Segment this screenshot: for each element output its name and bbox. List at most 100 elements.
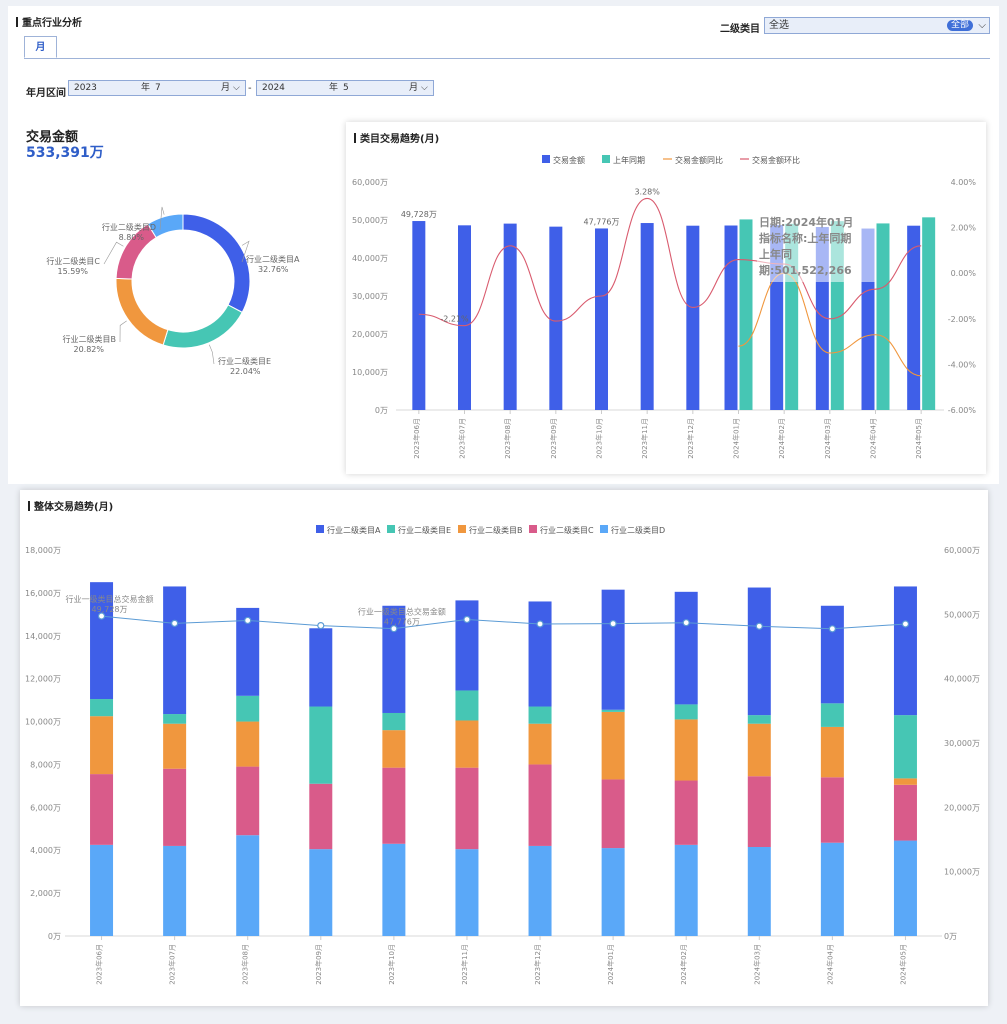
y-tick-left: 40,000万 <box>352 254 388 263</box>
donut-value-label: 32.76% <box>258 265 289 274</box>
stacked-bar-segment <box>820 842 844 936</box>
y-tick-right: 0万 <box>944 932 957 941</box>
stacked-bar-segment <box>674 844 698 936</box>
x-tick-label: 2023年12月 <box>533 944 542 985</box>
bar-prev-year <box>739 219 753 410</box>
overall-chart-title: 整体交易趋势(月) <box>28 498 113 513</box>
y-tick-left: 30,000万 <box>352 292 388 301</box>
bar-amount <box>640 223 654 410</box>
stacked-bar-segment <box>90 844 114 936</box>
stacked-bar-segment <box>382 712 406 731</box>
y-tick-left: 20,000万 <box>352 330 388 339</box>
donut-value-label: 22.04% <box>230 367 261 376</box>
y-tick-right: 2.00% <box>951 224 977 233</box>
y-tick-right: 20,000万 <box>944 803 980 812</box>
stacked-bar-segment <box>747 776 771 848</box>
stacked-bar-segment <box>893 778 917 785</box>
x-tick-label: 2024年05月 <box>898 944 907 985</box>
x-tick-label: 2024年02月 <box>777 418 786 459</box>
legend-label: 行业二级类目A <box>327 525 381 535</box>
trend-chart-title: 类目交易趋势(月) <box>354 130 439 145</box>
stacked-bar-segment <box>820 703 844 727</box>
end-month-unit: 月 <box>409 83 419 93</box>
donut-leader-line <box>119 320 127 343</box>
chart-tooltip: 日期:2024年01月 指标名称:上年同期 上年同期:501,522,266 <box>757 212 875 282</box>
stacked-bar-segment <box>236 721 260 767</box>
y-tick-left: 0万 <box>375 406 388 415</box>
y-tick-right: 4.00% <box>951 178 977 187</box>
stacked-bar-segment <box>236 607 260 696</box>
x-tick-label: 2023年11月 <box>640 418 649 459</box>
y-tick-left: 14,000万 <box>25 632 61 641</box>
donut-label: 行业二级类目C <box>46 256 100 266</box>
bar-prev-year <box>876 223 890 410</box>
stacked-bar-segment <box>747 715 771 724</box>
stacked-bar-segment <box>382 605 406 713</box>
bar-amount <box>724 225 738 410</box>
stacked-bar-segment <box>674 719 698 781</box>
start-date-select[interactable]: 2023 年 7 月 ⌵ <box>68 80 246 96</box>
stacked-bar-segment <box>90 716 114 775</box>
stacked-bar-segment <box>601 709 625 712</box>
stacked-bar-segment <box>747 723 771 777</box>
y-tick-right: 60,000万 <box>944 546 980 555</box>
legend-label: 行业二级类目E <box>398 525 451 535</box>
stacked-bar-segment <box>455 690 479 721</box>
x-tick-label: 2024年04月 <box>869 418 878 459</box>
data-label: 行业一级类目总交易金额 <box>358 607 446 617</box>
stacked-bar-segment <box>236 766 260 836</box>
stacked-bar-segment <box>528 706 552 724</box>
legend-label: 交易金额同比 <box>675 155 723 165</box>
donut-value-label: 8.80% <box>119 233 145 242</box>
stacked-bar-segment <box>309 628 333 707</box>
legend-swatch <box>458 525 466 533</box>
y-tick-right: 0.00% <box>951 269 977 278</box>
tooltip-metric: 指标名称:上年同期 <box>759 232 852 245</box>
stacked-bar-segment <box>747 847 771 936</box>
y-tick-left: 4,000万 <box>30 846 61 855</box>
line-point <box>682 619 690 627</box>
donut-slice <box>162 304 243 349</box>
category-select[interactable]: 全选 全部 ⌵ <box>764 17 990 34</box>
tooltip-value: 上年同期:501,522,266 <box>759 248 852 277</box>
x-tick-label: 2023年08月 <box>241 944 250 985</box>
x-tick-label: 2024年01月 <box>732 418 741 459</box>
stacked-bar-segment <box>820 777 844 843</box>
tab-month[interactable]: 月 <box>24 36 57 58</box>
stacked-bar-segment <box>163 768 187 846</box>
data-label: 47,776万 <box>584 217 620 226</box>
tooltip-date: 日期:2024年01月 <box>759 216 854 229</box>
x-tick-label: 2023年09月 <box>549 418 558 459</box>
x-tick-label: 2024年05月 <box>914 418 923 459</box>
legend-swatch <box>542 155 550 163</box>
stacked-bar-segment <box>236 835 260 936</box>
y-tick-right: -4.00% <box>948 360 977 369</box>
donut-slice <box>182 213 251 314</box>
data-label: 49,728万 <box>401 210 437 219</box>
donut-leader-line <box>103 241 124 265</box>
stacked-bar-segment <box>163 586 187 715</box>
bar-amount <box>907 225 921 410</box>
y-tick-left: 18,000万 <box>25 546 61 555</box>
overall-trend-panel: 整体交易趋势(月) 行业二级类目A 行业二级类目E 行业二级类目B 行业二级类目C 行业… <box>20 490 988 1006</box>
chevron-down-icon: ⌵ <box>421 83 428 93</box>
end-date-select[interactable]: 2024 年 5 月 ⌵ <box>256 80 434 96</box>
data-label: 3.28% <box>634 187 660 196</box>
stacked-bar-segment <box>601 589 625 710</box>
y-tick-left: 50,000万 <box>352 216 388 225</box>
category-value: 全选 <box>769 20 789 31</box>
donut-value-label: 20.82% <box>73 345 104 354</box>
stacked-bar-segment <box>820 726 844 778</box>
y-tick-left: 60,000万 <box>352 178 388 187</box>
line-point <box>390 625 398 633</box>
x-tick-label: 2023年11月 <box>460 944 469 985</box>
stacked-bar-segment <box>90 774 114 845</box>
end-month: 5 <box>343 83 349 93</box>
overall-chart: 行业二级类目A 行业二级类目E 行业二级类目B 行业二级类目C 行业二级类目D 0万 2,0… <box>25 525 980 985</box>
x-tick-label: 2023年07月 <box>458 418 467 459</box>
x-tick-label: 2023年08月 <box>503 418 512 459</box>
data-label: 47,776万 <box>384 618 420 627</box>
legend-label: 行业二级类目B <box>469 525 523 535</box>
stacked-bar-segment <box>601 711 625 780</box>
